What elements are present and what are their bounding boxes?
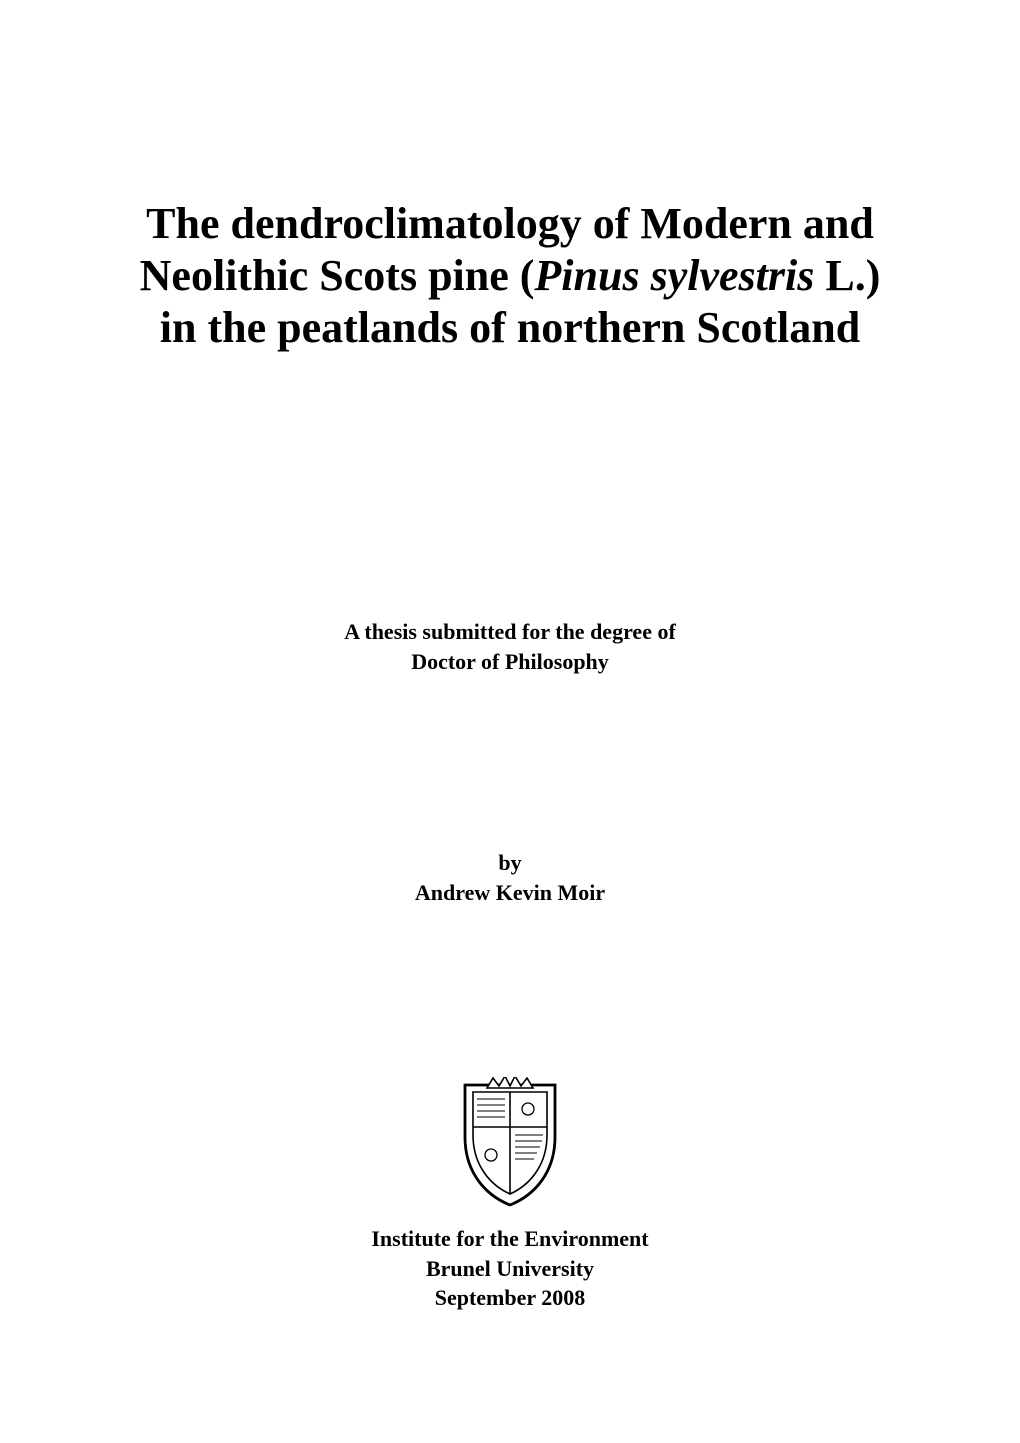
- institution-line-1: Institute for the Environment: [371, 1226, 648, 1251]
- author-block: by Andrew Kevin Moir: [0, 848, 1020, 907]
- title-line-2a: Neolithic Scots pine (: [140, 251, 535, 300]
- title-line-1: The dendroclimatology of Modern and: [146, 199, 874, 248]
- thesis-line-1: A thesis submitted for the degree of: [344, 619, 676, 644]
- title-line-3: in the peatlands of northern Scotland: [160, 303, 860, 352]
- thesis-title: The dendroclimatology of Modern and Neol…: [0, 198, 1020, 354]
- institution-line-2: Brunel University: [426, 1256, 594, 1281]
- institution-line-3: September 2008: [435, 1285, 586, 1310]
- title-line-2b-italic: Pinus sylvestris: [534, 251, 814, 300]
- institution-block: Institute for the Environment Brunel Uni…: [0, 1224, 1020, 1313]
- title-line-2c: L.): [814, 251, 880, 300]
- university-crest: [0, 1077, 1020, 1209]
- author-name: Andrew Kevin Moir: [415, 880, 605, 905]
- thesis-submission-block: A thesis submitted for the degree of Doc…: [0, 617, 1020, 676]
- by-label: by: [498, 850, 521, 875]
- thesis-line-2: Doctor of Philosophy: [411, 649, 609, 674]
- crest-icon: [455, 1196, 565, 1213]
